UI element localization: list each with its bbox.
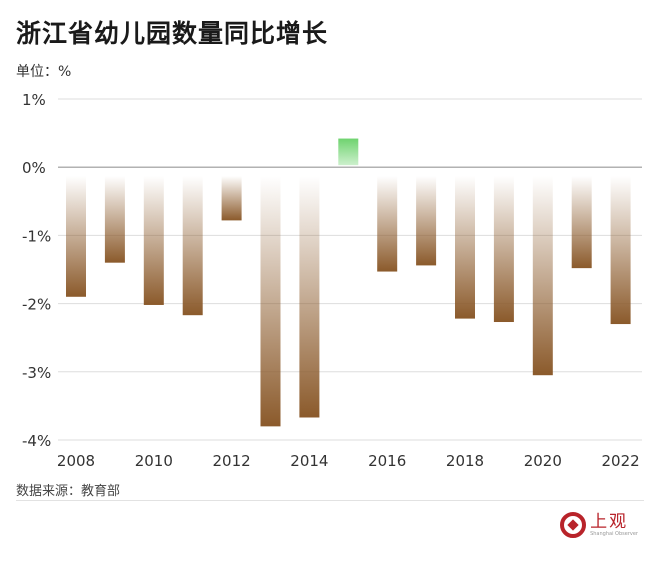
- bar-2022: [610, 176, 631, 325]
- brand-name: 上观: [590, 511, 629, 532]
- x-tick-label: 2018: [446, 452, 484, 470]
- bar-2011: [182, 176, 203, 316]
- y-tick-label: -1%: [22, 227, 51, 245]
- bar-2015: [338, 138, 359, 166]
- brand-logo: 上观 Shanghai Observer: [560, 512, 638, 538]
- bar-2009: [104, 176, 125, 263]
- bar-2008: [66, 176, 86, 297]
- bar-2016: [377, 176, 398, 272]
- bar-2017: [416, 176, 437, 266]
- x-tick-label: 2008: [57, 452, 95, 470]
- y-tick-label: -2%: [22, 296, 51, 314]
- x-tick-label: 2010: [135, 452, 173, 470]
- bar-2021: [571, 176, 592, 269]
- x-tick-label: 2022: [602, 452, 640, 470]
- chart-title: 浙江省幼儿园数量同比增长: [16, 19, 329, 48]
- bar-2010: [143, 176, 164, 305]
- bar-2013: [260, 176, 281, 427]
- footer-divider: [16, 500, 644, 501]
- shanghai-observer-logo-icon: [560, 512, 587, 538]
- unit-label: 单位：%: [16, 64, 72, 80]
- bar-chart: 1% 0% -1% -2% -3% -4% 2008 2010 2012 2014 2016 2018…: [22, 91, 642, 470]
- y-tick-label: -3%: [22, 364, 51, 382]
- bar-2020: [532, 176, 553, 376]
- bar-2018: [455, 176, 475, 319]
- bar-2019: [493, 176, 514, 323]
- data-source: 数据来源：教育部: [16, 484, 121, 499]
- brand-subtitle: Shanghai Observer: [590, 530, 638, 537]
- y-tick-label: 0%: [22, 159, 46, 177]
- y-tick-label: -4%: [22, 432, 51, 450]
- x-tick-label: 2014: [290, 452, 328, 470]
- x-tick-label: 2020: [524, 452, 562, 470]
- bar-2014: [299, 176, 320, 418]
- x-tick-label: 2016: [368, 452, 406, 470]
- bar-2012: [221, 176, 242, 221]
- y-tick-label: 1%: [22, 91, 46, 109]
- x-tick-label: 2012: [213, 452, 251, 470]
